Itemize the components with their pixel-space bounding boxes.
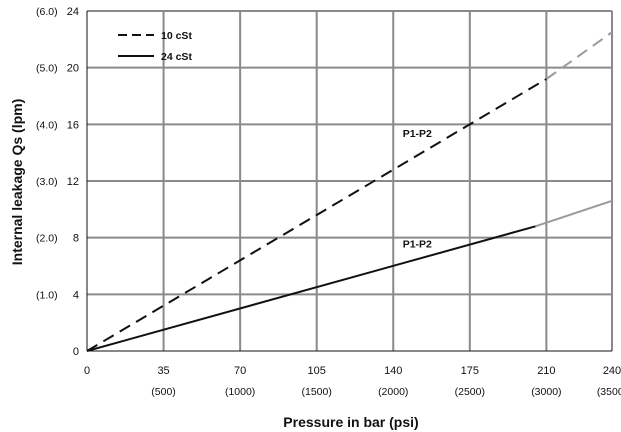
- x-tick-label: 175: [461, 365, 479, 377]
- series-line-2-extrapolated: [535, 199, 613, 228]
- y-tick-label: 20: [67, 63, 79, 75]
- series-annotation: P1-P2: [403, 239, 432, 251]
- plot-frame: [86, 11, 612, 352]
- y-tick-sublabel: (6.0): [36, 6, 58, 18]
- legend: 10 cSt 24 cSt: [118, 30, 192, 63]
- x-tick-label: 210: [537, 365, 555, 377]
- y-tick-sublabel: (5.0): [36, 63, 58, 75]
- y-axis-title: Internal leakage Qs (lpm): [9, 99, 25, 266]
- y-tick-label: 8: [73, 233, 79, 245]
- y-tick-sublabel: (4.0): [36, 119, 58, 131]
- x-tick-sublabel: (2500): [455, 386, 485, 398]
- legend-label: 24 cSt: [161, 51, 192, 63]
- legend-label: 10 cSt: [161, 30, 192, 42]
- series-lines: P1-P2 P1-P2: [86, 31, 613, 352]
- x-tick-sublabel: (3000): [531, 386, 561, 398]
- y-tick-sublabel: (1.0): [36, 289, 58, 301]
- x-tick-label: 35: [157, 365, 169, 377]
- y-tick-sublabel: (2.0): [36, 233, 58, 245]
- x-tick-sublabel: (2000): [378, 386, 408, 398]
- x-tick-sublabel: (1500): [302, 386, 332, 398]
- grid: [87, 10, 613, 351]
- x-tick-label: 140: [384, 365, 402, 377]
- x-axis-title: Pressure in bar (psi): [283, 414, 418, 430]
- y-tick-label: 4: [73, 289, 79, 301]
- x-tick-label: 240: [603, 365, 621, 377]
- y-tick-label: 16: [67, 119, 79, 131]
- x-tick-label: 105: [308, 365, 326, 377]
- y-tick-sublabel: (3.0): [36, 176, 58, 188]
- x-tick-label: 70: [234, 365, 246, 377]
- tick-labels: 0 35 (500) 70 (1000) 105 (1500) 140 (2000) 175 (25…: [36, 6, 621, 398]
- y-tick-label: 0: [73, 346, 79, 358]
- y-tick-label: 24: [67, 6, 79, 18]
- x-tick-sublabel: (500): [151, 386, 176, 398]
- series-line-2: [86, 225, 536, 352]
- series-line-1: [86, 78, 547, 352]
- x-tick-sublabel: (3500): [597, 386, 621, 398]
- y-tick-label: 12: [67, 176, 79, 188]
- x-tick-label: 0: [84, 365, 90, 377]
- series-line-1-extrapolated: [545, 31, 613, 80]
- series-annotation: P1-P2: [403, 128, 432, 140]
- x-tick-sublabel: (1000): [225, 386, 255, 398]
